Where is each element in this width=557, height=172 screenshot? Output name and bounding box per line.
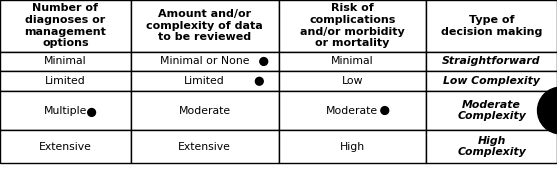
Bar (131, 71, 278, 91)
Bar (278, 52, 426, 71)
Bar (0, 52, 131, 71)
Text: Limited: Limited (184, 76, 225, 86)
Text: High: High (340, 142, 365, 152)
Text: Moderate: Moderate (179, 105, 231, 116)
Text: Limited: Limited (45, 76, 86, 86)
Text: Moderate: Moderate (326, 105, 378, 116)
Text: High
Complexity: High Complexity (457, 136, 526, 157)
Text: Low Complexity: Low Complexity (443, 76, 540, 86)
Bar (426, 0, 557, 52)
Ellipse shape (538, 87, 557, 134)
Bar (426, 52, 557, 71)
Bar (0, 71, 131, 91)
Bar (131, 0, 278, 52)
Bar (131, 91, 278, 130)
Text: Moderate
Complexity: Moderate Complexity (457, 100, 526, 121)
Text: Straightforward: Straightforward (442, 56, 541, 67)
Bar (426, 91, 557, 130)
Text: Type of
decision making: Type of decision making (441, 15, 543, 37)
Text: Multiple: Multiple (44, 105, 87, 116)
Bar (0, 130, 131, 163)
Ellipse shape (381, 107, 389, 114)
Bar (426, 130, 557, 163)
Text: Risk of
complications
and/or morbidity
or mortality: Risk of complications and/or morbidity o… (300, 3, 405, 48)
Bar (278, 91, 426, 130)
Bar (131, 130, 278, 163)
Text: Extensive: Extensive (178, 142, 231, 152)
Bar (426, 71, 557, 91)
Ellipse shape (256, 77, 263, 85)
Bar (278, 0, 426, 52)
Bar (131, 52, 278, 71)
Bar (278, 71, 426, 91)
Text: Extensive: Extensive (39, 142, 92, 152)
Ellipse shape (260, 58, 268, 65)
Bar (0, 0, 131, 52)
Bar (0, 91, 131, 130)
Text: Minimal: Minimal (44, 56, 87, 67)
Text: Number of
diagnoses or
management
options: Number of diagnoses or management option… (25, 3, 106, 48)
Text: Minimal: Minimal (331, 56, 374, 67)
Bar (278, 130, 426, 163)
Text: Low: Low (341, 76, 363, 86)
Ellipse shape (88, 109, 96, 116)
Text: Amount and/or
complexity of data
to be reviewed: Amount and/or complexity of data to be r… (146, 9, 263, 42)
Text: Minimal or None: Minimal or None (160, 56, 250, 67)
